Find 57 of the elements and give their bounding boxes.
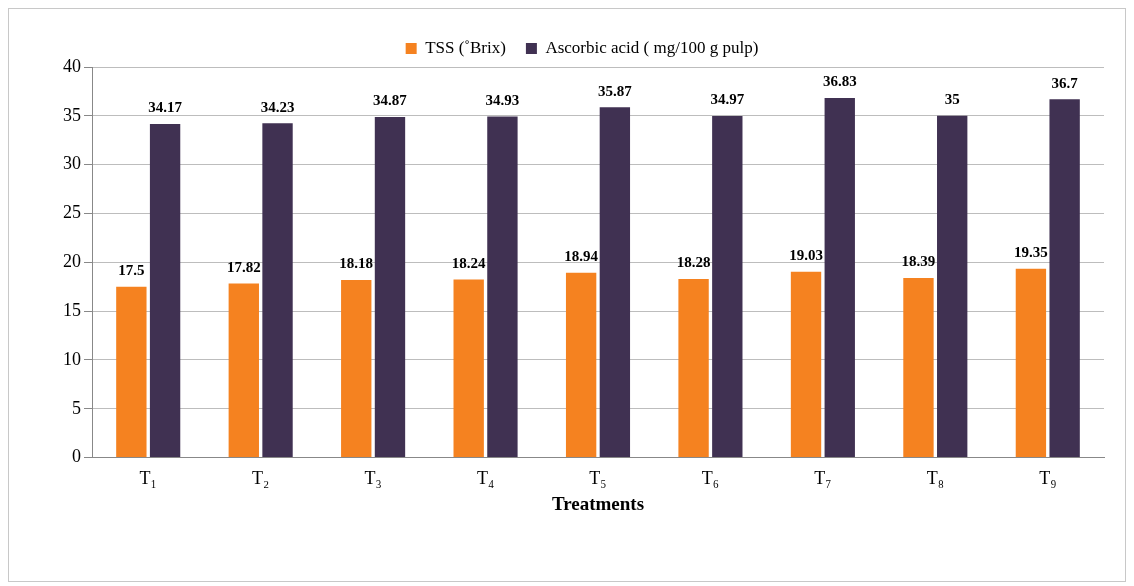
data-label: 18.39 <box>901 253 936 270</box>
data-label: 17.5 <box>118 262 145 279</box>
data-label: 34.87 <box>373 92 408 109</box>
bar <box>341 280 372 458</box>
data-label: 35 <box>944 91 960 108</box>
x-tick-label: T₆ <box>701 468 720 489</box>
data-label: 19.35 <box>1014 244 1048 261</box>
data-label: 36.7 <box>1051 74 1079 91</box>
bar <box>937 115 968 458</box>
bar <box>599 107 631 458</box>
y-tick-label: 10 <box>63 348 81 369</box>
bar <box>374 117 406 458</box>
bar <box>228 283 259 458</box>
x-tick-label: T₁ <box>139 468 157 489</box>
bar <box>565 272 597 458</box>
bar <box>790 271 822 458</box>
data-label: 17.82 <box>226 258 261 275</box>
x-tick-label: T₈ <box>926 468 944 489</box>
x-tick-label: T₃ <box>364 468 382 489</box>
y-tick-label: 5 <box>72 397 81 418</box>
y-tick-label: 15 <box>63 299 81 320</box>
legend-label: TSS (˚Brix) <box>425 37 506 57</box>
bar <box>116 286 147 458</box>
x-tick-label: T₄ <box>476 468 495 489</box>
y-tick-label: 30 <box>63 153 81 174</box>
y-tick-label: 0 <box>72 446 81 467</box>
x-tick-label: T₅ <box>589 468 607 489</box>
bar <box>824 97 855 458</box>
bar <box>1049 99 1080 458</box>
bar <box>678 279 709 458</box>
bar <box>262 123 293 458</box>
data-label: 18.28 <box>676 254 711 271</box>
data-label: 18.94 <box>564 248 599 265</box>
y-tick-label: 35 <box>63 104 81 125</box>
data-label: 35.87 <box>597 82 633 99</box>
x-tick-label: T₉ <box>1039 468 1057 489</box>
data-label: 18.24 <box>451 254 487 271</box>
y-tick-label: 25 <box>63 202 81 223</box>
data-label: 34.23 <box>260 98 295 115</box>
data-label: 34.97 <box>710 91 745 108</box>
data-label: 34.93 <box>485 91 520 108</box>
x-tick-label: T₂ <box>252 468 270 489</box>
x-axis-title: Treatments <box>551 492 645 514</box>
bar <box>712 116 743 458</box>
y-tick-label: 20 <box>63 251 81 272</box>
bar <box>1015 268 1047 458</box>
bar <box>149 123 181 458</box>
bar <box>487 116 518 458</box>
data-label: 34.17 <box>148 99 183 116</box>
bar <box>903 278 934 458</box>
bar <box>453 279 484 458</box>
data-label: 36.83 <box>822 73 857 90</box>
x-tick-label: T₇ <box>814 468 832 489</box>
data-label: 19.03 <box>789 247 823 264</box>
data-label: 18.18 <box>339 255 374 272</box>
y-tick-label: 40 <box>63 55 81 76</box>
legend-label: Ascorbic acid ( mg/100 g pulp) <box>545 37 759 57</box>
